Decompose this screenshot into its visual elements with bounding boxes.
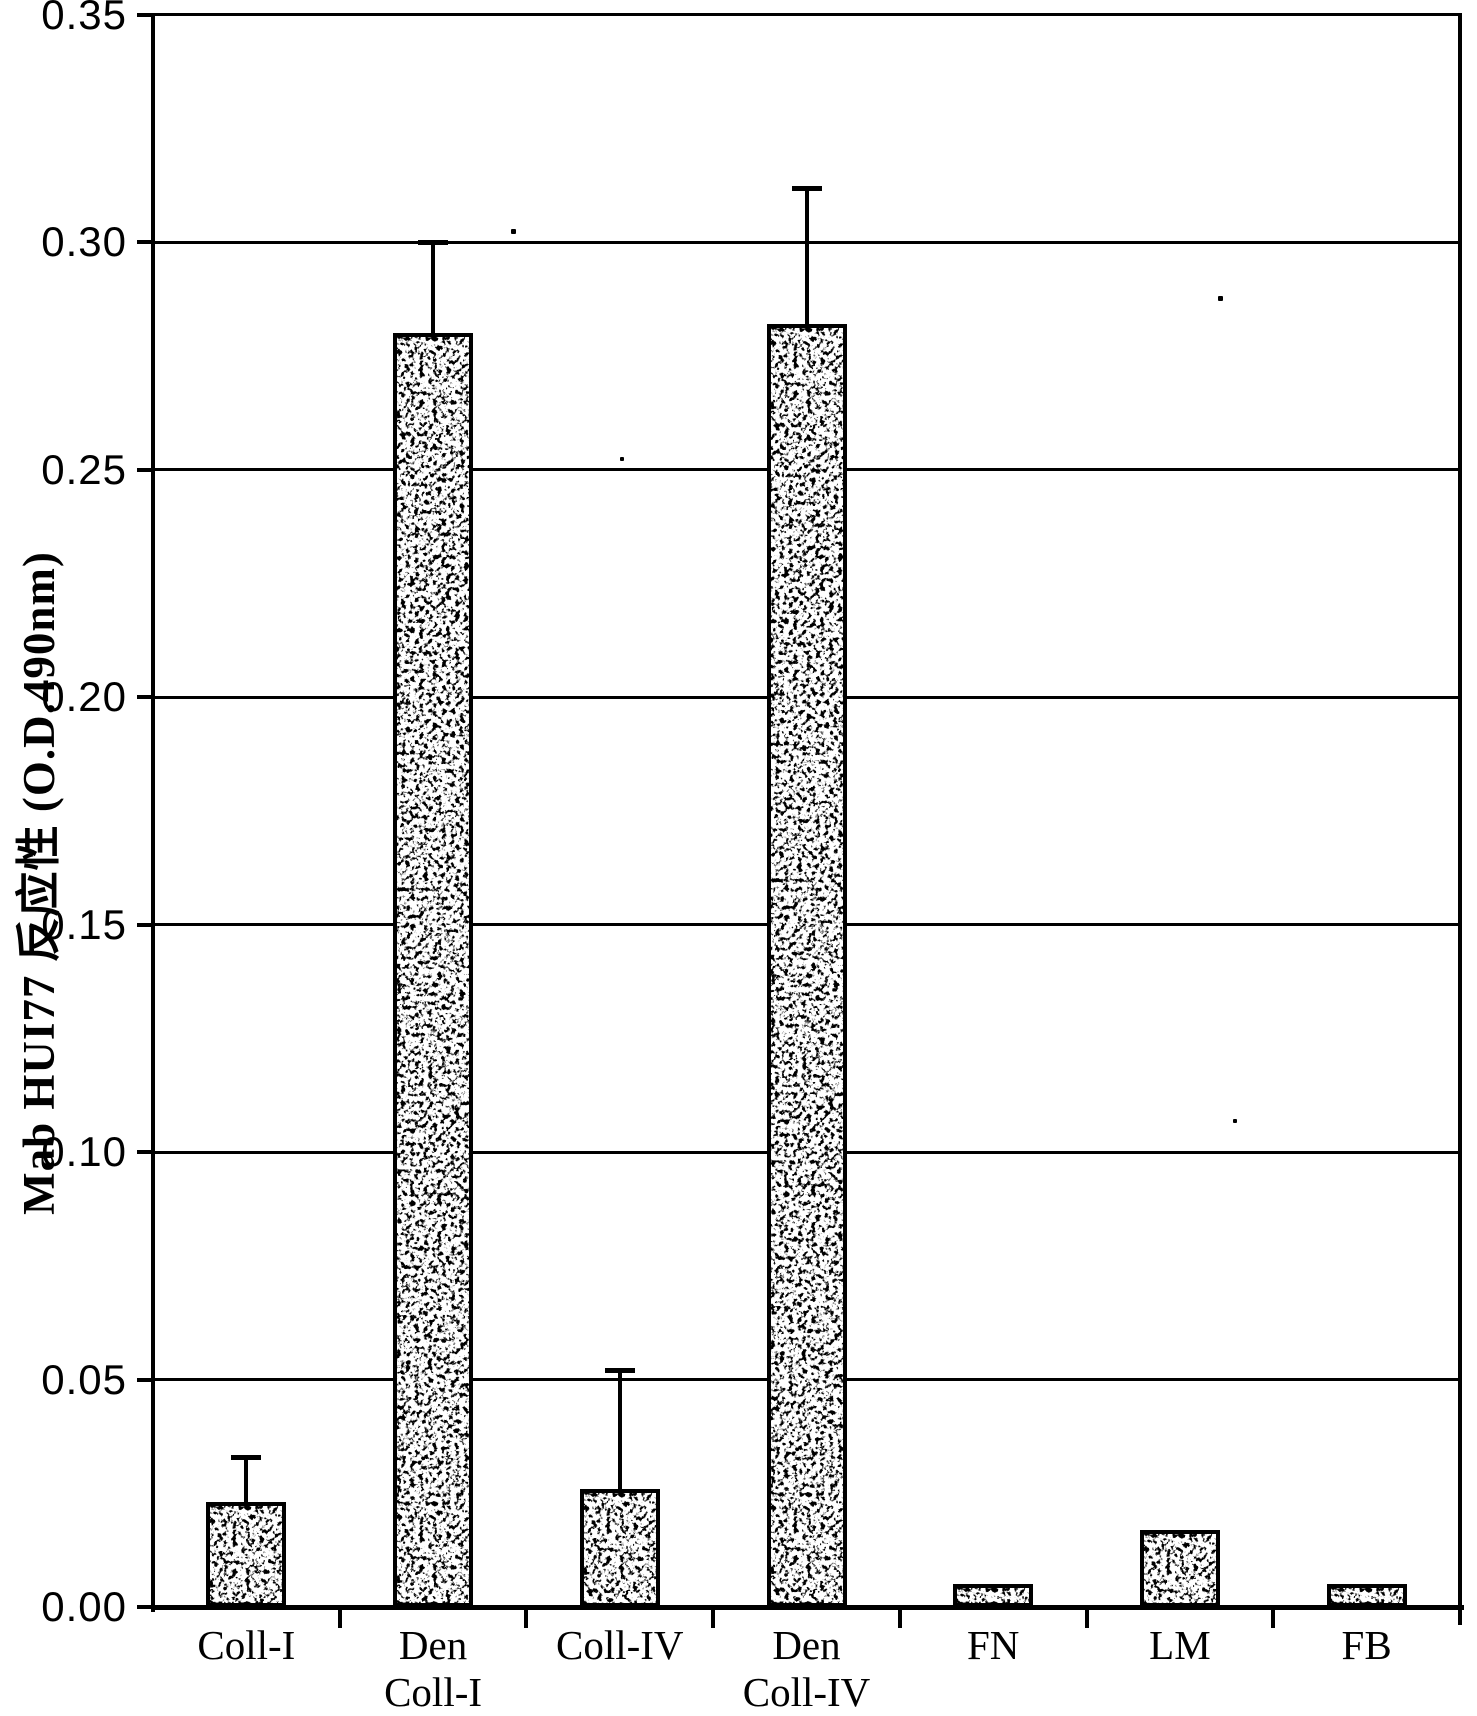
bar-stipple-fill — [583, 1492, 656, 1603]
x-label-line: LM — [1149, 1622, 1211, 1668]
bar-stipple-fill — [770, 328, 843, 1603]
bar-Coll-IV — [579, 1488, 660, 1607]
bar-stipple-fill — [397, 337, 470, 1603]
x-tick-mark-5 — [1084, 1610, 1089, 1628]
scan-speck — [511, 229, 516, 234]
error-whisker-Den-Coll-IV — [804, 187, 809, 325]
bar-stipple-fill — [957, 1588, 1030, 1603]
x-axis-line — [151, 1605, 1464, 1610]
x-label-line: Coll-I — [197, 1622, 296, 1668]
scan-speck — [1233, 1119, 1237, 1123]
x-label-line: FB — [1341, 1622, 1392, 1668]
x-label-Coll-IV: Coll-IV — [526, 1622, 713, 1669]
x-tick-mark-6 — [1271, 1610, 1276, 1628]
bar-FN — [953, 1584, 1034, 1607]
y-axis-title: Mab HUI77 反应性 (O.D.490nm) — [14, 551, 64, 1215]
x-label-line: Den — [398, 1622, 468, 1668]
x-label-Den-Coll-IV: Den Coll-IV — [713, 1622, 900, 1716]
y-tick-mark-0.10 — [137, 1150, 153, 1155]
y-tick-mark-0.35 — [137, 13, 153, 17]
error-whisker-Coll-IV — [617, 1370, 622, 1489]
y-tick-label-0.10: 0.10 — [41, 1128, 127, 1176]
scan-speck — [620, 457, 624, 461]
x-tick-mark-1 — [337, 1610, 342, 1628]
y-tick-label-0.00: 0.00 — [41, 1583, 127, 1630]
y-tick-mark-0.15 — [137, 922, 153, 927]
bar-FB — [1326, 1584, 1407, 1607]
x-label-line: Den — [772, 1622, 841, 1668]
y-tick-mark-0.20 — [137, 695, 153, 700]
x-label-line: FN — [966, 1622, 1020, 1668]
y-tick-label-0.35: 0.35 — [41, 0, 127, 38]
y-tick-mark-0.25 — [137, 467, 153, 472]
x-label-FN: FN — [900, 1622, 1087, 1669]
y-tick-label-0.05: 0.05 — [41, 1355, 127, 1403]
error-cap-Den-Coll-I — [418, 240, 449, 246]
plot-right-border — [1458, 13, 1462, 1625]
error-cap-Coll-I — [231, 1454, 262, 1460]
bar-Den-Coll-IV — [766, 324, 847, 1607]
bar-stipple-fill — [1330, 1588, 1403, 1603]
y-tick-mark-0.00 — [137, 1605, 153, 1609]
error-cap-Coll-IV — [604, 1368, 635, 1374]
bar-stipple-fill — [210, 1506, 283, 1603]
bar-stipple-fill — [1143, 1533, 1216, 1603]
x-label-FB: FB — [1273, 1622, 1460, 1669]
scan-speck — [1218, 296, 1223, 301]
y-tick-label-0.30: 0.30 — [41, 218, 127, 266]
bar-Den-Coll-I — [393, 333, 474, 1607]
y-tick-label-0.25: 0.25 — [41, 445, 127, 493]
y-axis-line — [151, 13, 155, 1612]
x-label-line: Coll-IV — [556, 1622, 684, 1668]
y-tick-mark-0.05 — [137, 1377, 153, 1382]
x-tick-mark-2 — [524, 1610, 529, 1628]
bar-Coll-I — [206, 1502, 287, 1607]
error-cap-Den-Coll-IV — [791, 185, 822, 191]
x-tick-mark-3 — [711, 1610, 716, 1628]
x-tick-mark-4 — [897, 1610, 902, 1628]
error-whisker-Den-Coll-I — [431, 242, 436, 334]
x-label-LM: LM — [1087, 1622, 1274, 1669]
x-label-Coll-I: Coll-I — [153, 1622, 340, 1669]
y-tick-label-0.15: 0.15 — [41, 900, 127, 948]
x-label-Den-Coll-I: Den Coll-I — [340, 1622, 527, 1716]
y-tick-label-0.20: 0.20 — [41, 673, 127, 721]
y-tick-mark-0.30 — [137, 240, 153, 245]
bar-LM — [1139, 1529, 1220, 1607]
error-whisker-Coll-I — [244, 1456, 249, 1503]
x-label-line: Coll-I — [384, 1669, 483, 1715]
plot-top-border — [151, 13, 1462, 16]
x-label-line: Coll-IV — [742, 1669, 871, 1715]
